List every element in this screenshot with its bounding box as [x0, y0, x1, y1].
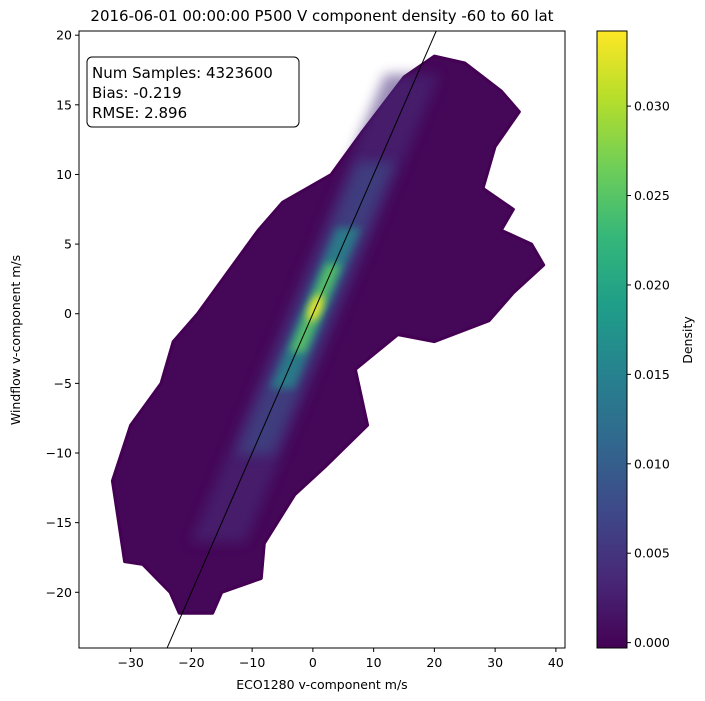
x-tick-label: 10 — [366, 655, 382, 670]
one-to-one-line — [166, 31, 437, 648]
y-tick-label: −20 — [46, 585, 72, 600]
plot-frame — [78, 30, 566, 649]
y-tick-label: 15 — [56, 97, 72, 112]
stat-num-samples: Num Samples: 4323600 — [92, 64, 273, 82]
colorbar-tick-label: 0.005 — [634, 546, 670, 561]
y-tick-label: −10 — [46, 446, 72, 461]
colorbar: 0.000 0.005 0.010 0.015 0.020 0.025 0.030 Dens… — [596, 30, 695, 650]
x-tick-label: −30 — [117, 655, 143, 670]
y-tick-label: −5 — [54, 376, 72, 391]
colorbar-tick-label: 0.025 — [634, 188, 670, 203]
colorbar-frame — [596, 30, 628, 649]
colorbar-tick-label: 0.000 — [634, 635, 670, 650]
x-tick-label: 20 — [426, 655, 442, 670]
x-tick-label: −20 — [178, 655, 204, 670]
x-tick-label: 0 — [309, 655, 317, 670]
x-tick-label: −10 — [239, 655, 265, 670]
colorbar-tick-label: 0.030 — [634, 99, 670, 114]
x-tick-label: 30 — [487, 655, 503, 670]
colorbar-ticks: 0.000 0.005 0.010 0.015 0.020 0.025 0.030 — [627, 99, 670, 650]
colorbar-label: Density — [680, 316, 695, 364]
colorbar-tick-label: 0.015 — [634, 367, 670, 382]
x-tick-label: 40 — [548, 655, 564, 670]
y-axis-ticks: −20 −15 −10 −5 0 5 10 15 20 — [46, 28, 79, 600]
y-tick-label: 20 — [56, 28, 72, 43]
plot-area: −30 −20 −10 0 10 20 30 40 −20 −15 −10 −5 0 5 10 15 20 — [46, 28, 566, 670]
colorbar-tick-label: 0.020 — [634, 277, 670, 292]
colorbar-gradient — [597, 31, 627, 648]
x-axis-ticks: −30 −20 −10 0 10 20 30 40 — [117, 648, 564, 670]
stat-bias: Bias: -0.219 — [92, 84, 182, 102]
y-tick-label: 0 — [64, 306, 72, 321]
colorbar-tick-label: 0.010 — [634, 456, 670, 471]
chart-title: 2016-06-01 00:00:00 P500 V component den… — [90, 7, 553, 25]
y-tick-label: 5 — [64, 237, 72, 252]
stats-box: Num Samples: 4323600 Bias: -0.219 RMSE: … — [86, 56, 300, 128]
stat-rmse: RMSE: 2.896 — [92, 104, 187, 122]
x-axis-label: ECO1280 v-component m/s — [236, 677, 407, 692]
y-tick-label: 10 — [56, 167, 72, 182]
y-tick-label: −15 — [46, 515, 72, 530]
y-axis-label: Windflow v-component m/s — [8, 255, 23, 425]
